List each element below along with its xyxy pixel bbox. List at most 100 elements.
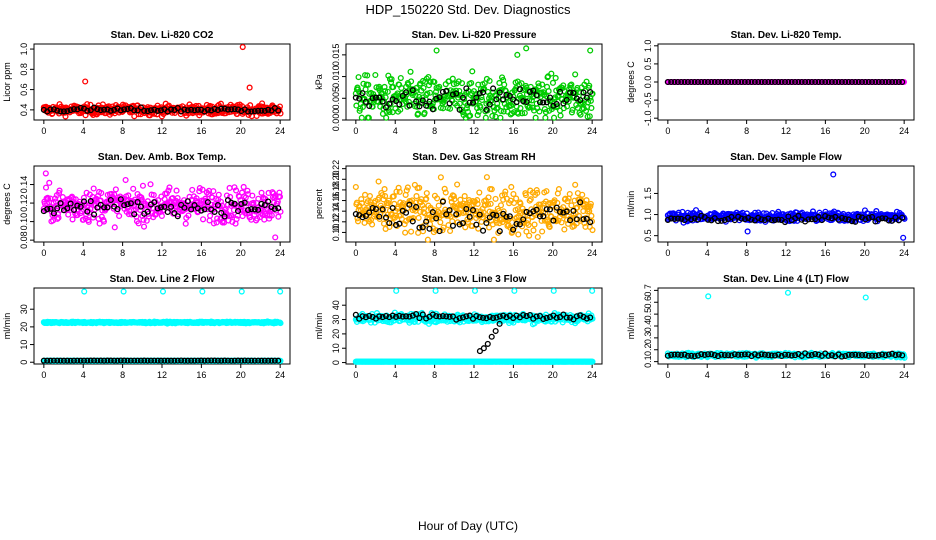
data-point (484, 201, 492, 208)
data-point (536, 99, 544, 106)
data-point (456, 221, 463, 228)
plot-frame (657, 165, 915, 243)
data-point (497, 202, 505, 209)
data-point (362, 314, 369, 321)
data-point (210, 188, 217, 195)
y-axis-label: degrees C (626, 61, 636, 103)
data-point (517, 200, 524, 207)
data-point (865, 214, 872, 221)
data-point (164, 357, 171, 364)
data-point (526, 311, 533, 319)
data-point (141, 107, 148, 114)
data-point (403, 313, 410, 320)
data-point (54, 107, 61, 114)
data-point (543, 188, 550, 195)
data-point (47, 205, 54, 212)
y-tick-label: 0.4 (19, 104, 29, 117)
y-tick-label: 0.12 (331, 213, 341, 231)
data-point (419, 224, 426, 231)
data-point (453, 90, 460, 97)
data-point (520, 98, 527, 105)
data-point (198, 357, 205, 364)
data-point (456, 209, 463, 216)
data-point (765, 78, 772, 86)
data-point (473, 312, 480, 320)
x-tick-label: 8 (744, 248, 749, 258)
data-point (899, 214, 906, 221)
data-point (181, 204, 188, 211)
data-point (214, 202, 221, 209)
data-point (463, 85, 470, 92)
data-point (741, 78, 748, 86)
data-point (738, 78, 745, 86)
data-point (694, 78, 702, 86)
data-point (426, 225, 433, 232)
data-point (463, 203, 470, 210)
data-point (731, 78, 738, 86)
data-point (459, 94, 467, 101)
series-low (352, 358, 596, 365)
data-point (725, 78, 732, 86)
y-tick-label: 1.5 (643, 187, 653, 200)
data-point (101, 204, 108, 211)
outlier-point (484, 340, 491, 347)
data-point (50, 106, 57, 113)
data-point (506, 213, 513, 220)
data-point (168, 203, 175, 210)
data-point (354, 218, 362, 225)
data-point (513, 195, 520, 202)
data-point (691, 215, 698, 222)
data-point (231, 357, 238, 364)
data-point (60, 108, 67, 115)
data-point (258, 107, 265, 114)
x-tick-label: 24 (899, 126, 909, 136)
data-point (587, 314, 594, 321)
data-point (580, 89, 587, 96)
data-point (171, 210, 178, 217)
data-point (526, 232, 533, 239)
data-point (781, 219, 789, 226)
data-point (463, 105, 470, 112)
data-point (879, 78, 886, 86)
y-axis-label: degrees C (2, 183, 12, 225)
x-tick-label: 4 (81, 248, 86, 258)
data-point (449, 313, 456, 320)
data-point (98, 213, 105, 220)
data-point (362, 212, 369, 219)
y-tick-label: 0.16 (331, 192, 341, 210)
data-point (889, 217, 896, 224)
data-point (715, 218, 722, 225)
data-point (447, 227, 454, 235)
data-point (47, 106, 54, 113)
data-point (449, 75, 456, 82)
data-point (423, 102, 430, 109)
data-point (701, 78, 708, 86)
data-point (852, 78, 859, 86)
data-point (684, 78, 691, 86)
data-point (795, 78, 802, 86)
data-point (589, 226, 596, 234)
data-point (84, 107, 91, 114)
data-point (540, 99, 547, 106)
data-point (386, 109, 393, 116)
data-point (539, 81, 546, 88)
data-point (376, 94, 383, 101)
data-point (828, 215, 835, 222)
data-point (758, 216, 765, 223)
data-point (450, 81, 457, 88)
outlier-point (744, 228, 751, 235)
data-point (855, 213, 862, 220)
data-point (453, 211, 460, 218)
data-point (718, 78, 725, 86)
data-point (188, 357, 195, 364)
data-point (542, 109, 549, 116)
data-point (567, 217, 574, 224)
data-point (873, 208, 880, 215)
x-tick-label: 12 (157, 126, 167, 136)
data-point (134, 357, 141, 364)
data-point (895, 78, 902, 86)
data-point (199, 186, 206, 193)
y-axis-label: ml/min (626, 191, 636, 218)
data-point (191, 107, 198, 114)
data-point (358, 196, 365, 203)
